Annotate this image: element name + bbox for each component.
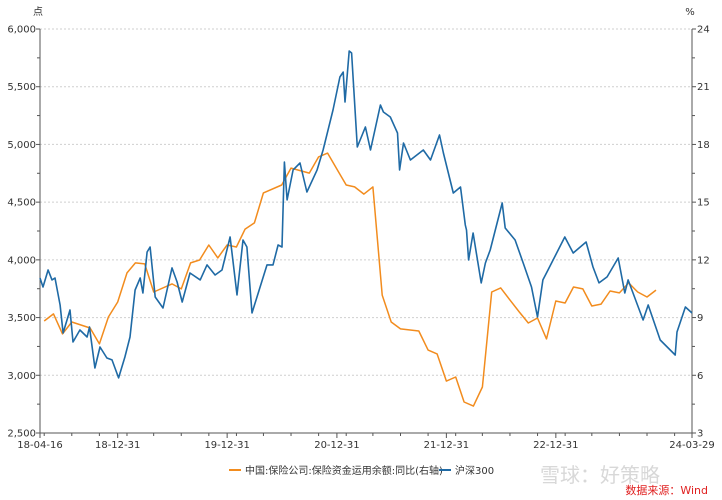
left-tick-label: 2,500 [7,429,36,440]
left-tick-label: 5,500 [7,82,36,93]
left-tick-label: 4,000 [7,255,36,266]
x-tick-label: 21-12-31 [424,440,469,451]
axes [39,29,693,434]
left-axis-ticks: 2,500 3,000 3,500 4,000 4,500 5,000 5,500 6,000 [7,25,40,440]
left-tick-label: 6,000 [7,25,36,36]
right-axis-ticks: 3 6 9 12 15 18 21 24 [692,25,710,440]
legend-label-insurance: 中国:保险公司:保险资金运用余额:同比(右轴) [245,464,443,477]
insurance-yoy-line [43,152,657,407]
right-axis-unit: % [685,7,695,18]
right-tick-label: 24 [697,25,710,36]
right-tick-label: 3 [697,429,703,440]
csi300-line [39,50,693,379]
left-tick-label: 3,500 [7,313,36,324]
right-tick-label: 21 [697,82,710,93]
x-tick-label: 22-12-31 [533,440,578,451]
x-tick-label: 18-12-31 [95,440,140,451]
legend-item-csi300[interactable]: 沪深300 [439,464,494,477]
legend-label-csi300: 沪深300 [455,464,494,477]
legend-item-insurance[interactable]: 中国:保险公司:保险资金运用余额:同比(右轴) [229,464,443,477]
watermark: 雪球：好策略 [540,463,660,487]
right-tick-label: 6 [697,371,703,382]
right-tick-label: 18 [697,140,710,151]
x-tick-label: 18-04-16 [17,440,62,451]
x-tick-label: 19-12-31 [204,440,249,451]
x-tick-label: 24-03-29 [669,440,714,451]
x-tick-label: 20-12-31 [314,440,359,451]
gridlines [40,28,692,376]
legend: 中国:保险公司:保险资金运用余额:同比(右轴) 沪深300 [229,464,494,477]
left-axis-unit: 点 [33,6,43,18]
left-tick-label: 4,500 [7,198,36,209]
right-tick-label: 9 [697,313,703,324]
x-axis-ticks: 18-04-16 18-12-31 19-12-31 20-12-31 21-12-31… [17,433,715,451]
series-lines [39,50,693,407]
right-tick-label: 12 [697,255,710,266]
source-note: 数据来源：Wind [625,483,708,497]
left-tick-label: 5,000 [7,140,36,151]
right-tick-label: 15 [697,198,710,209]
left-tick-label: 3,000 [7,371,36,382]
